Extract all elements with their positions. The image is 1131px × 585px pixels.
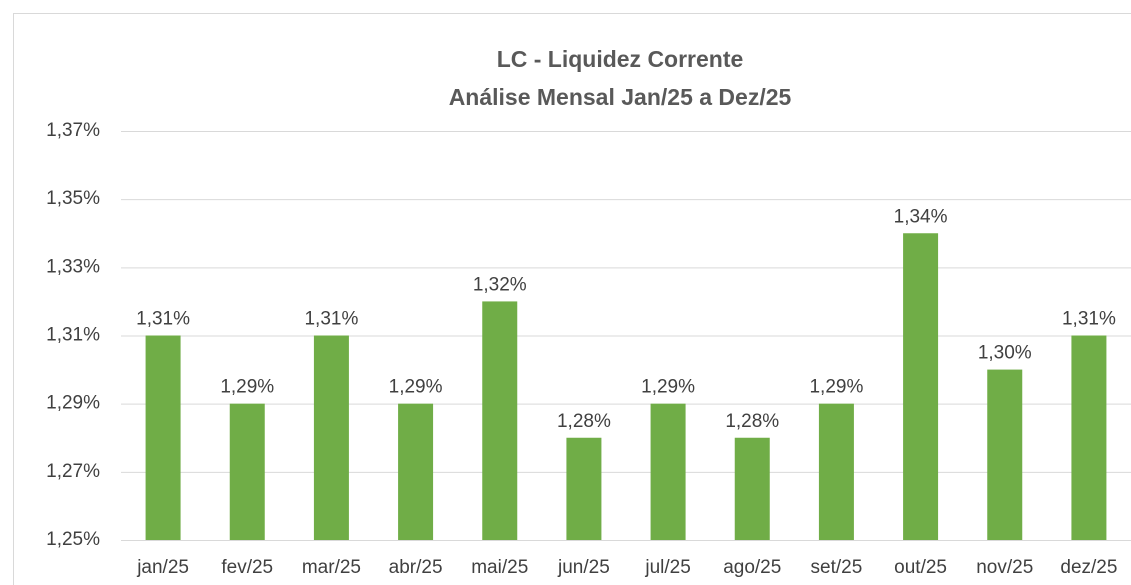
value-label: 1,28% bbox=[557, 411, 611, 432]
y-tick-label: 1,33% bbox=[46, 256, 100, 277]
x-tick-label: jun/25 bbox=[557, 557, 610, 578]
x-tick-label: jul/25 bbox=[644, 557, 690, 578]
value-label: 1,29% bbox=[641, 377, 695, 398]
y-tick-label: 1,35% bbox=[46, 188, 100, 209]
x-tick-label: mai/25 bbox=[471, 557, 528, 578]
y-tick-label: 1,27% bbox=[46, 461, 100, 482]
x-tick-label: mar/25 bbox=[302, 557, 361, 578]
value-label: 1,32% bbox=[473, 274, 527, 295]
bar bbox=[1071, 335, 1107, 540]
bar bbox=[145, 335, 181, 540]
chart-subtitle: Análise Mensal Jan/25 a Dez/25 bbox=[449, 84, 792, 110]
bar bbox=[818, 403, 854, 540]
y-tick-label: 1,37% bbox=[46, 120, 100, 141]
x-tick-label: ago/25 bbox=[723, 557, 781, 578]
x-tick-label: abr/25 bbox=[389, 557, 443, 578]
bar bbox=[987, 369, 1023, 540]
bar bbox=[229, 403, 265, 540]
y-tick-label: 1,25% bbox=[46, 529, 100, 550]
value-label: 1,29% bbox=[389, 377, 443, 398]
x-tick-label: dez/25 bbox=[1060, 557, 1117, 578]
value-label: 1,30% bbox=[978, 343, 1032, 364]
x-tick-label: jan/25 bbox=[136, 557, 189, 578]
y-tick-label: 1,29% bbox=[46, 393, 100, 414]
x-tick-label: fev/25 bbox=[221, 557, 273, 578]
bar bbox=[482, 301, 518, 540]
y-tick-label: 1,31% bbox=[46, 325, 100, 346]
value-label: 1,29% bbox=[220, 377, 274, 398]
bar bbox=[566, 437, 602, 540]
bar bbox=[398, 403, 434, 540]
value-label: 1,31% bbox=[136, 309, 190, 330]
x-tick-label: set/25 bbox=[811, 557, 863, 578]
chart-title: LC - Liquidez Corrente bbox=[497, 46, 744, 72]
value-label: 1,31% bbox=[304, 309, 358, 330]
bar bbox=[903, 233, 939, 540]
value-label: 1,28% bbox=[725, 411, 779, 432]
x-tick-label: nov/25 bbox=[976, 557, 1033, 578]
value-label: 1,34% bbox=[894, 206, 948, 227]
value-label: 1,29% bbox=[809, 377, 863, 398]
x-tick-label: out/25 bbox=[894, 557, 947, 578]
bar bbox=[313, 335, 349, 540]
value-label: 1,31% bbox=[1062, 309, 1116, 330]
bar bbox=[734, 437, 770, 540]
bar bbox=[650, 403, 686, 540]
